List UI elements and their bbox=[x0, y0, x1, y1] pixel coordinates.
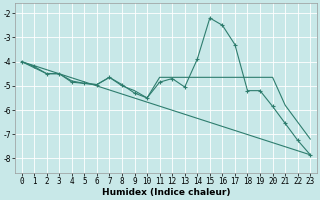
X-axis label: Humidex (Indice chaleur): Humidex (Indice chaleur) bbox=[102, 188, 230, 197]
